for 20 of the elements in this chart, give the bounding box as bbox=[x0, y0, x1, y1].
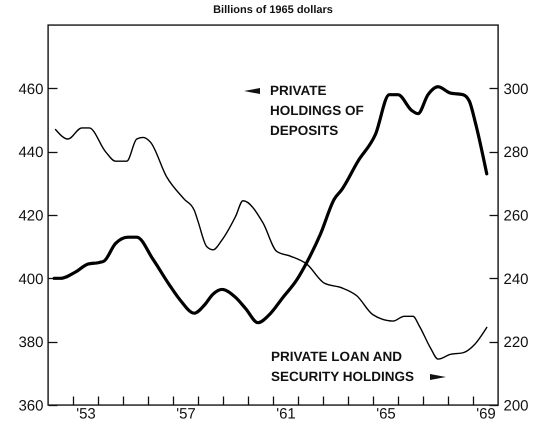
y-tick-label: 440 bbox=[18, 144, 44, 162]
y2-tick-label: 280 bbox=[504, 144, 529, 162]
y-tick-label: 380 bbox=[18, 334, 44, 352]
chart-title: Billions of 1965 dollars bbox=[213, 4, 333, 16]
y-tick-label: 460 bbox=[18, 80, 44, 98]
y-tick-label: 400 bbox=[18, 270, 44, 288]
y-tick-label: 420 bbox=[18, 208, 44, 224]
x-tick-label: '53 bbox=[76, 406, 96, 422]
y2-tick-label: 220 bbox=[504, 334, 529, 352]
series-label: PRIVATE HOLDINGS OF DEPOSITS bbox=[270, 83, 364, 138]
series-label: PRIVATE LOAN AND SECURITY HOLDINGS bbox=[271, 349, 414, 384]
x-tick-label: '65 bbox=[376, 406, 396, 422]
x-tick-label: '61 bbox=[276, 406, 296, 422]
x-tick-label: '57 bbox=[176, 406, 196, 422]
y2-tick-label: 260 bbox=[504, 208, 529, 224]
y2-tick-label: 200 bbox=[504, 398, 529, 414]
y-tick-label: 360 bbox=[18, 398, 44, 414]
x-tick-label: '69 bbox=[476, 406, 496, 422]
y2-tick-label: 300 bbox=[504, 80, 529, 98]
y2-tick-label: 240 bbox=[504, 270, 529, 288]
